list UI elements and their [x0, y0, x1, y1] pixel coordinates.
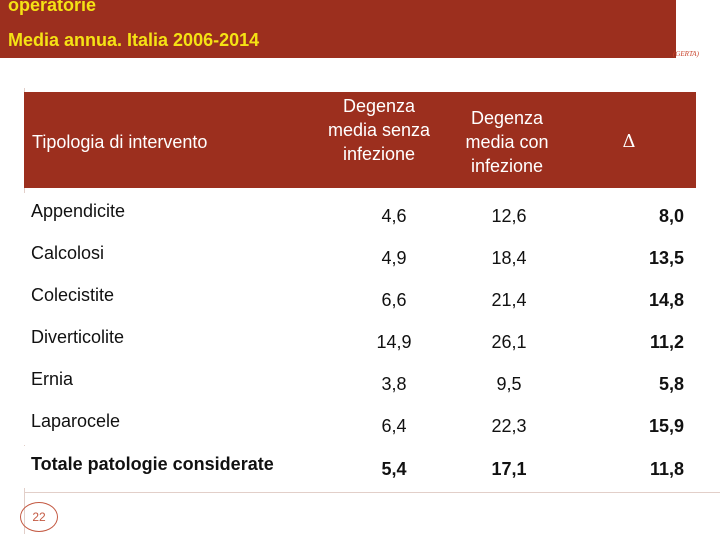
row-delta: 13,5: [648, 248, 684, 268]
row-stay-with: 9,5: [496, 374, 522, 394]
total-stay-with: 17,1: [491, 459, 527, 479]
table-row: Calcolosi 4,9 18,4 13,5: [24, 235, 696, 277]
table-row: Laparocele 6,4 22,3 15,9: [24, 403, 696, 445]
page-number-badge: 22: [20, 502, 58, 532]
slide-title-line-1: operatorie: [8, 0, 97, 15]
row-name: Diverticolite: [31, 327, 125, 347]
slide-title-line-2: Media annua. Italia 2006-2014: [8, 30, 260, 50]
row-name: Appendicite: [31, 201, 126, 221]
row-stay-with: 26,1: [491, 332, 527, 352]
table-row: Appendicite 4,6 12,6 8,0: [24, 193, 696, 235]
row-delta: 8,0: [658, 206, 684, 226]
row-name: Calcolosi: [31, 243, 105, 263]
header-delta: Δ: [622, 131, 636, 152]
logo: (GERTA): [673, 50, 699, 58]
row-delta: 14,8: [648, 290, 684, 310]
table-row: Diverticolite 14,9 26,1 11,2: [24, 319, 696, 361]
header-stay-with-infection: Degenza media con infezione: [465, 108, 549, 176]
header-intervention-type: Tipologia di intervento: [32, 132, 208, 152]
total-stay-without: 5,4: [381, 459, 407, 479]
table-row: Colecistite 6,6 21,4 14,8: [24, 277, 696, 319]
table-row: Ernia 3,8 9,5 5,8: [24, 361, 696, 403]
row-stay-without: 4,9: [381, 248, 407, 268]
frame-bottom-line: [24, 492, 720, 493]
row-name: Ernia: [31, 369, 74, 389]
row-stay-without: 14,9: [376, 332, 412, 352]
table-total-row: Totale patologie considerate 5,4 17,1 11…: [24, 446, 696, 488]
table-header-row: Tipologia di intervento Degenza media se…: [24, 92, 696, 188]
row-stay-without: 3,8: [381, 374, 407, 394]
row-stay-without: 6,6: [381, 290, 407, 310]
row-name: Laparocele: [31, 411, 121, 431]
row-stay-with: 21,4: [491, 290, 527, 310]
row-stay-with: 12,6: [491, 206, 527, 226]
total-delta: 11,8: [649, 459, 684, 479]
title-banner: operatorie Media annua. Italia 2006-2014: [0, 0, 676, 58]
row-delta: 15,9: [648, 416, 684, 436]
row-delta: 5,8: [658, 374, 684, 394]
row-stay-without: 4,6: [381, 206, 407, 226]
header-stay-without-infection: Degenza media senza infezione: [327, 96, 431, 164]
row-stay-with: 22,3: [491, 416, 527, 436]
total-name: Totale patologie considerate: [31, 454, 274, 474]
row-stay-with: 18,4: [491, 248, 527, 268]
row-stay-without: 6,4: [381, 416, 407, 436]
row-name: Colecistite: [31, 285, 115, 305]
row-delta: 11,2: [649, 332, 684, 352]
